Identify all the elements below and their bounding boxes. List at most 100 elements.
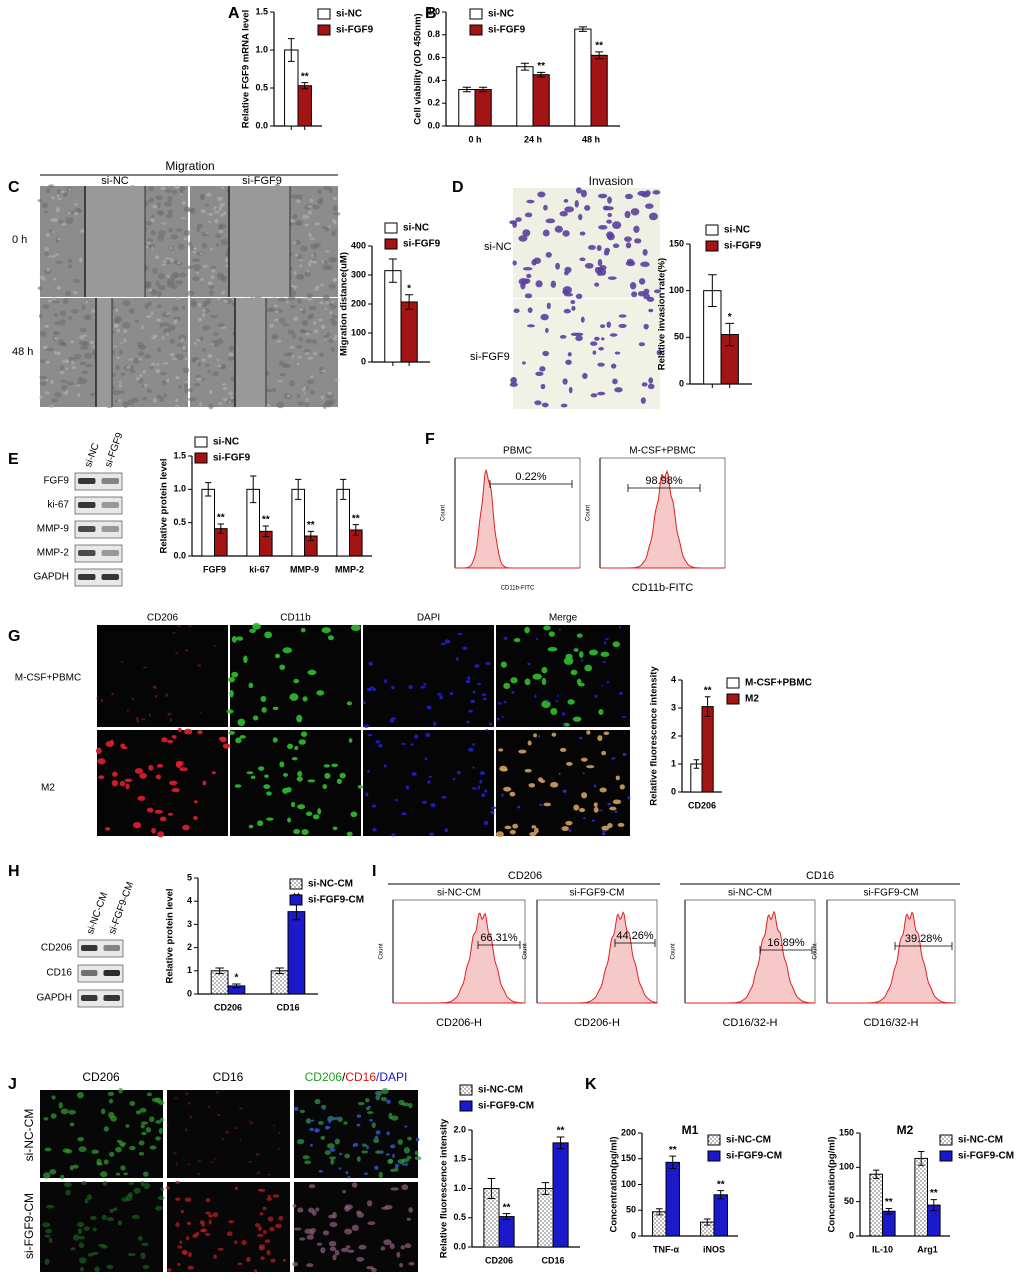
cell (330, 300, 335, 304)
label-part: CD206 (305, 1070, 343, 1084)
bar (498, 1216, 515, 1248)
legend-label: si-FGF9-CM (958, 1151, 1014, 1162)
cell (490, 810, 495, 815)
blot-band (81, 945, 98, 951)
error-bar (232, 983, 241, 989)
gate-label: 66.31% (480, 932, 518, 944)
cell (299, 308, 304, 312)
cell (322, 784, 327, 790)
cell (237, 1262, 243, 1266)
legend-label: M-CSF+PBMC (745, 678, 812, 689)
cell (228, 352, 234, 357)
cell (619, 625, 621, 629)
cell (188, 397, 197, 402)
cell (289, 380, 295, 387)
cell (566, 761, 573, 766)
cell (327, 339, 334, 344)
cell (625, 260, 636, 267)
cell (426, 705, 432, 710)
cell (597, 735, 603, 742)
cell (151, 827, 156, 834)
cell (563, 308, 571, 314)
cell (213, 644, 217, 647)
legend-label: si-NC (403, 223, 429, 234)
cell (106, 1264, 114, 1270)
bar (201, 488, 215, 557)
cell (146, 238, 154, 243)
cell (612, 641, 620, 648)
cell (600, 337, 605, 341)
blot-band (101, 502, 119, 508)
cell (546, 699, 550, 703)
cell (570, 669, 578, 676)
cell (380, 1150, 384, 1154)
cell (239, 1138, 242, 1141)
cell (210, 1161, 214, 1163)
cell (148, 764, 154, 771)
cell (550, 707, 558, 715)
cell (272, 737, 278, 743)
cell (612, 243, 620, 249)
cell (535, 371, 544, 377)
cell (637, 290, 646, 297)
cell (152, 204, 158, 209)
cell (504, 825, 512, 830)
cell (165, 213, 173, 219)
cell (139, 1107, 147, 1113)
micrograph (38, 296, 190, 408)
cell (129, 1100, 136, 1106)
cell (176, 343, 184, 348)
cell (56, 351, 61, 356)
y-tick-label: 0.4 (427, 75, 440, 85)
y-tick-label: 2.0 (453, 1124, 466, 1134)
group-label: CD16 (806, 870, 834, 882)
cell (204, 203, 210, 207)
cell (213, 1254, 217, 1259)
cell (106, 1217, 115, 1222)
cell (223, 299, 229, 304)
flow-histogram (827, 911, 955, 1004)
cell (192, 247, 198, 250)
cell (135, 717, 139, 720)
cell (161, 221, 167, 225)
micrograph (509, 296, 662, 409)
bar (458, 89, 476, 127)
blot-label: MMP-2 (37, 548, 70, 559)
y-tick-label: 150 (621, 1153, 636, 1163)
cell (45, 360, 51, 364)
cell (332, 196, 338, 201)
cell (580, 189, 587, 198)
label-part: CD16 (345, 1070, 376, 1084)
error-bar (725, 322, 735, 347)
panel-letter: J (8, 1076, 17, 1093)
cell (488, 722, 493, 726)
group-label: CD206 (508, 870, 542, 882)
cell (373, 1137, 380, 1144)
cell (124, 778, 133, 783)
cell (190, 301, 198, 308)
cell (401, 812, 407, 816)
cell (158, 1127, 163, 1135)
cell (217, 323, 225, 328)
cell (304, 1160, 312, 1165)
cell (612, 799, 622, 805)
cell (39, 375, 48, 380)
cell (59, 370, 65, 375)
cell (496, 717, 500, 721)
cell (624, 236, 632, 242)
cell (196, 226, 201, 233)
cell (121, 1197, 129, 1202)
chart-title: M2 (897, 1123, 914, 1137)
cell (199, 193, 206, 200)
cell (148, 197, 154, 204)
cell (391, 717, 396, 720)
cell (43, 1172, 51, 1179)
cell (51, 398, 58, 403)
cell (292, 333, 297, 339)
cell (221, 1137, 224, 1141)
cell (327, 1117, 331, 1122)
significance-label: * (407, 283, 411, 294)
cell (383, 764, 387, 768)
x-tick-label: 24 h (524, 134, 542, 144)
cell (193, 816, 198, 821)
